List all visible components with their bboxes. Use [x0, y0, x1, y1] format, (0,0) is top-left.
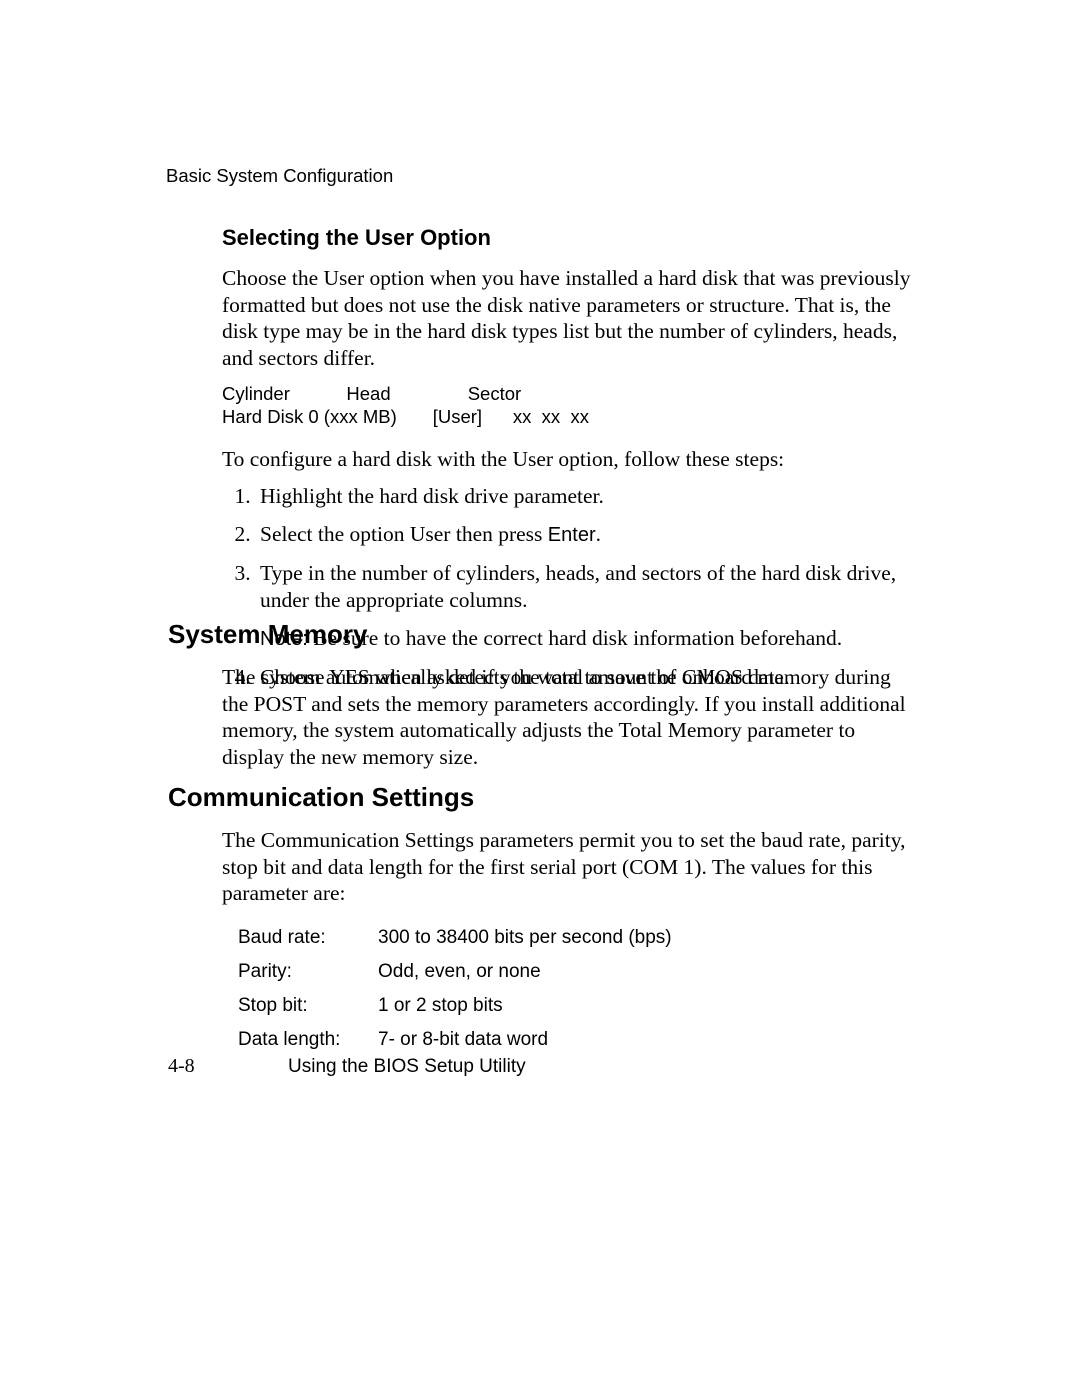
running-head: Basic System Configuration	[166, 165, 393, 187]
paragraph: The system automatically detects the tot…	[222, 664, 922, 771]
step-text: Highlight the hard disk drive parameter.	[260, 484, 604, 508]
spec-line: Hard Disk 0 (xxx MB) [User] xx xx xx	[222, 406, 589, 427]
disk-spec-block: Cylinder Head Sector Hard Disk 0 (xxx MB…	[222, 382, 912, 428]
steps-list: Highlight the hard disk drive parameter.…	[222, 483, 912, 691]
heading-system-memory: System Memory	[168, 619, 367, 650]
page-number: 4-8	[168, 1055, 288, 1078]
heading-user-option: Selecting the User Option	[222, 225, 912, 251]
section-system-memory: The system automatically detects the tot…	[222, 664, 922, 781]
step-text: .	[596, 522, 601, 546]
param-value: Odd, even, or none	[378, 955, 672, 989]
param-value: 7- or 8-bit data word	[378, 1023, 672, 1057]
key-enter: Enter	[548, 524, 596, 546]
param-label: Stop bit:	[238, 989, 378, 1023]
param-value: 1 or 2 stop bits	[378, 989, 672, 1023]
list-item: Highlight the hard disk drive parameter.	[256, 483, 912, 510]
table-row: Baud rate: 300 to 38400 bits per second …	[238, 921, 672, 955]
spec-line: Cylinder Head Sector	[222, 383, 521, 404]
param-label: Data length:	[238, 1023, 378, 1057]
parameter-table: Baud rate: 300 to 38400 bits per second …	[238, 921, 672, 1057]
param-label: Parity:	[238, 955, 378, 989]
footer-title: Using the BIOS Setup Utility	[288, 1056, 526, 1077]
paragraph: To configure a hard disk with the User o…	[222, 446, 912, 473]
step-text: Select the option User then press	[260, 522, 548, 546]
table-row: Parity: Odd, even, or none	[238, 955, 672, 989]
list-item: Select the option User then press Enter.	[256, 521, 912, 548]
note-text: Be sure to have the correct hard disk in…	[308, 626, 842, 650]
heading-communication-settings: Communication Settings	[168, 782, 474, 813]
param-value: 300 to 38400 bits per second (bps)	[378, 921, 672, 955]
document-page: Basic System Configuration Selecting the…	[0, 0, 1080, 1397]
step-text: Type in the number of cylinders, heads, …	[260, 561, 896, 612]
page-footer: 4-8Using the BIOS Setup Utility	[168, 1055, 526, 1078]
table-row: Data length: 7- or 8-bit data word	[238, 1023, 672, 1057]
param-label: Baud rate:	[238, 921, 378, 955]
table-row: Stop bit: 1 or 2 stop bits	[238, 989, 672, 1023]
section-communication-settings: The Communication Settings parameters pe…	[222, 827, 922, 1057]
paragraph: The Communication Settings parameters pe…	[222, 827, 922, 907]
paragraph: Choose the User option when you have ins…	[222, 265, 912, 372]
